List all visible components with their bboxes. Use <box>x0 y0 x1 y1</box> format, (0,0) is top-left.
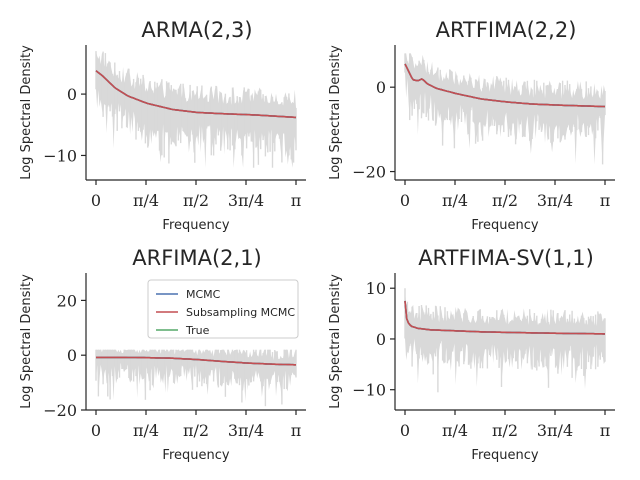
x-axis-label: Frequency <box>162 218 229 233</box>
y-tick-label: −10 <box>43 146 77 165</box>
x-tick-label: π <box>600 191 611 210</box>
y-tick-label: 0 <box>67 85 77 104</box>
y-axis-label: Log Spectral Density <box>19 274 34 409</box>
x-tick-label: π/2 <box>492 421 518 440</box>
periodogram-band <box>405 288 605 389</box>
x-tick-label: π <box>291 191 302 210</box>
x-tick-label: π <box>291 421 302 440</box>
subplot-1: 0 π/4 π/2 3π/4 π 0 −10 ARMA(2,3) Frequency Log Sp… <box>19 18 306 233</box>
y-axis-label: Log Spectral Density <box>328 45 343 180</box>
subplot-4: 0 π/4 π/2 3π/4 π 10 0 −10 ARTFIMA-SV(1,1) Frequen… <box>328 246 615 463</box>
x-tick-label: 0 <box>400 191 410 210</box>
x-tick-label: π/4 <box>133 421 159 440</box>
y-axis-label: Log Spectral Density <box>19 45 34 180</box>
x-tick-label: 0 <box>91 191 101 210</box>
subplot-3: 0 π/4 π/2 3π/4 π 20 0 −20 ARFIMA(2,1) Frequency Lo… <box>19 246 306 463</box>
y-tick-label: −10 <box>352 381 386 400</box>
x-tick-label: 3π/4 <box>537 191 573 210</box>
series-line-subsampling-mcmc <box>404 300 605 335</box>
y-tick-label: 0 <box>376 330 386 349</box>
y-tick-label: 20 <box>57 291 77 310</box>
x-tick-label: 3π/4 <box>228 421 264 440</box>
subplot-2: 0 π/4 π/2 3π/4 π 0 −20 ARTFIMA(2,2) Frequency Log… <box>328 18 615 233</box>
x-tick-label: π/4 <box>133 191 159 210</box>
x-tick-label: π/4 <box>442 421 468 440</box>
y-tick-label: −20 <box>352 163 386 182</box>
y-tick-label: 10 <box>366 279 386 298</box>
series-line-subsampling-mcmc <box>95 70 297 119</box>
legend-label: True <box>185 324 210 337</box>
y-tick-label: 0 <box>376 78 386 97</box>
legend-label: MCMC <box>186 288 221 301</box>
legend-label: Subsampling MCMC <box>186 306 295 319</box>
x-tick-label: π/2 <box>183 421 209 440</box>
periodogram-band <box>405 53 605 165</box>
x-tick-label: 0 <box>91 421 101 440</box>
series-line-subsampling-mcmc <box>404 63 606 108</box>
x-tick-label: 3π/4 <box>228 191 264 210</box>
y-axis-label: Log Spectral Density <box>328 274 343 409</box>
legend-frame <box>147 279 299 339</box>
x-tick-label: π <box>600 421 611 440</box>
x-tick-label: 0 <box>400 421 410 440</box>
y-tick-label: −20 <box>43 401 77 420</box>
legend: MCMC Subsampling MCMC True <box>147 279 299 339</box>
x-axis-label: Frequency <box>471 448 538 463</box>
subplot-title: ARTFIMA-SV(1,1) <box>418 246 594 270</box>
x-tick-label: π/2 <box>492 191 518 210</box>
series-line-subsampling-mcmc <box>96 356 296 366</box>
x-axis-label: Frequency <box>471 218 538 233</box>
subplot-title: ARTFIMA(2,2) <box>436 18 577 42</box>
subplot-title: ARMA(2,3) <box>141 18 252 42</box>
x-tick-label: π/4 <box>442 191 468 210</box>
x-tick-label: π/2 <box>183 191 209 210</box>
subplot-title: ARFIMA(2,1) <box>132 246 262 270</box>
x-tick-label: 3π/4 <box>537 421 573 440</box>
x-axis-label: Frequency <box>162 448 229 463</box>
y-tick-label: 0 <box>67 346 77 365</box>
